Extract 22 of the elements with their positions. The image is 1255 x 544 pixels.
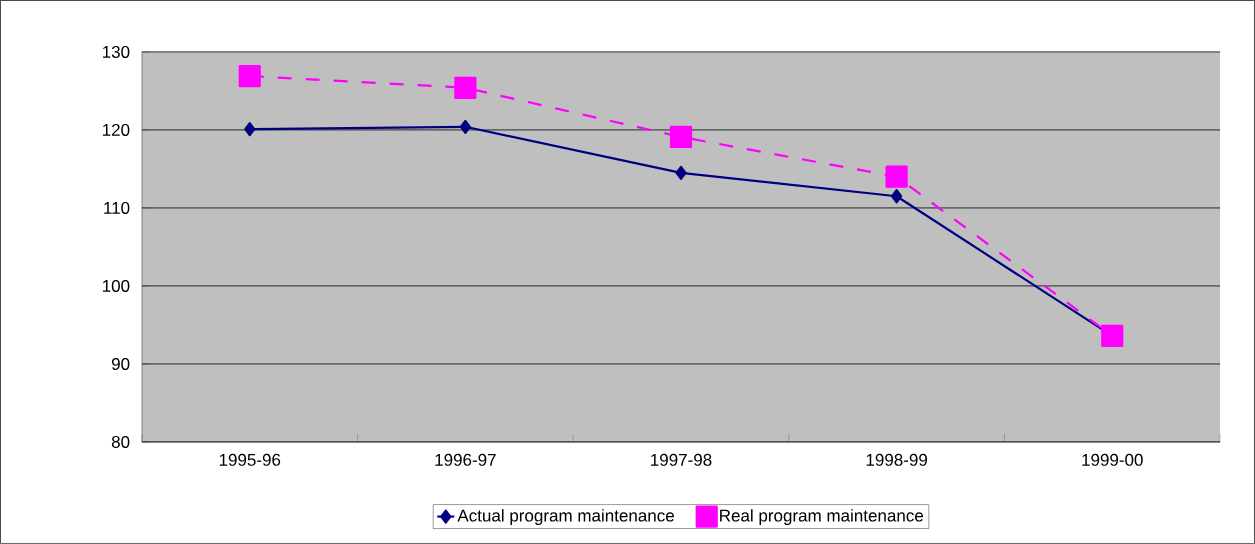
x-tick-label: 1999-00	[1082, 453, 1143, 466]
y-tick-label: 80	[111, 436, 130, 449]
x-tick-label: 1997-98	[651, 453, 712, 466]
point	[238, 65, 261, 88]
legend-label: Actual program maintenance	[457, 509, 674, 526]
point	[459, 119, 471, 134]
point	[891, 189, 903, 204]
x-tick-label: 1996-97	[435, 453, 496, 466]
point	[1101, 324, 1124, 348]
point	[454, 76, 477, 99]
legend-label: Real program maintenance	[720, 509, 924, 526]
y-tick-label: 110	[104, 201, 130, 215]
point	[244, 122, 256, 137]
point	[885, 165, 908, 188]
y-tick-label: 130	[102, 45, 130, 58]
y-tick-label: 120	[102, 123, 130, 136]
y-tick-label: 90	[111, 357, 130, 371]
x-tick-label: 1998-99	[866, 453, 928, 466]
x-tick-label: 1995-96	[219, 453, 281, 466]
y-tick-label: 100	[102, 279, 130, 293]
point	[675, 165, 687, 180]
point	[669, 125, 693, 149]
